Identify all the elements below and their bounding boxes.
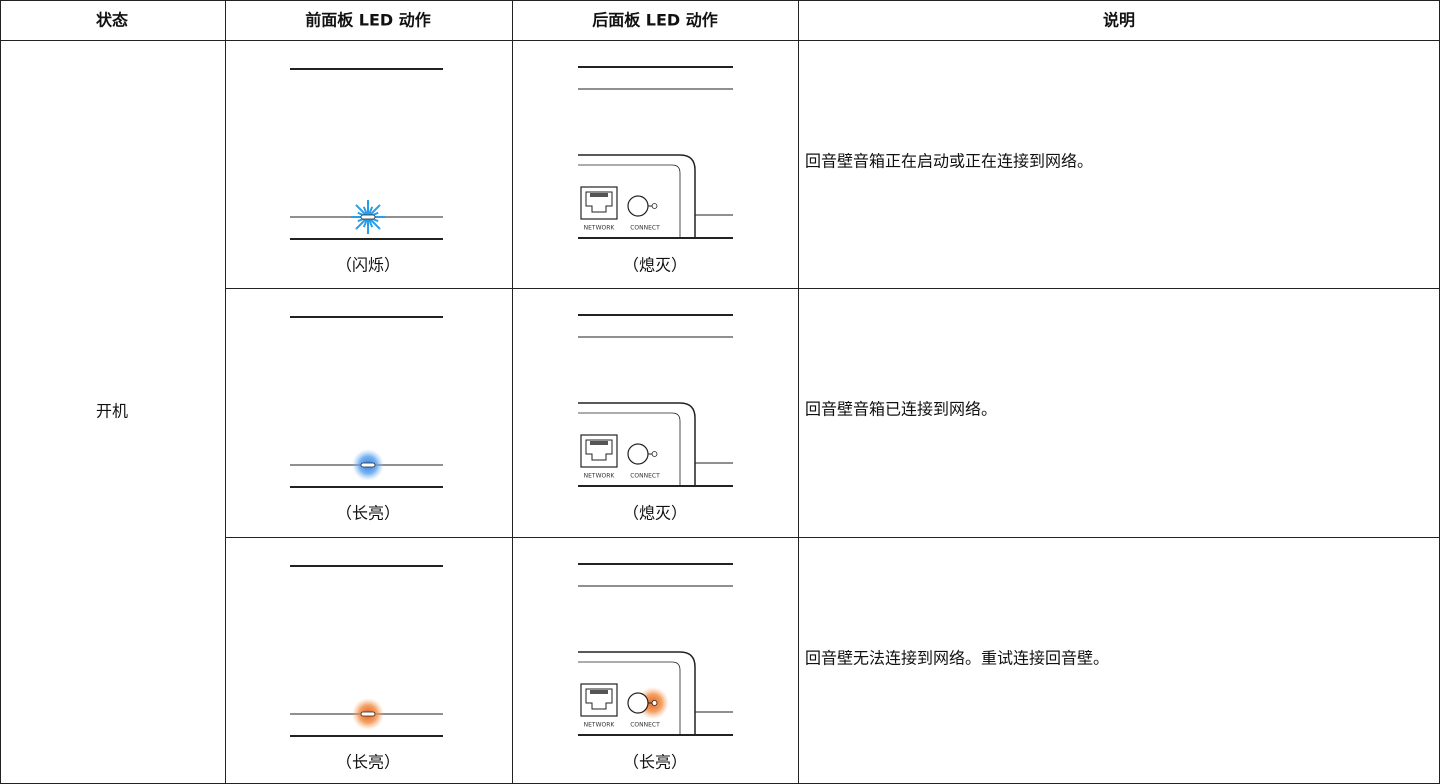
port-label: NETWORK xyxy=(584,473,616,480)
port-label: CONNECT xyxy=(630,225,660,232)
port-label: NETWORK xyxy=(584,722,616,729)
network-pins xyxy=(590,441,608,445)
device-outline xyxy=(578,164,681,238)
header-cell: 状态 xyxy=(96,11,128,30)
connect-led xyxy=(651,203,658,209)
device-outline xyxy=(578,651,696,735)
back-caption: （长亮） xyxy=(623,753,687,772)
header-cell: 前面板 LED 动作 xyxy=(305,11,431,30)
connect-led xyxy=(651,700,658,706)
front-caption: （长亮） xyxy=(336,504,400,523)
port-label: NETWORK xyxy=(584,225,616,232)
back-caption: （熄灭） xyxy=(623,504,687,523)
connect-button xyxy=(627,443,649,465)
network-pins xyxy=(590,193,608,197)
description: 回音壁无法连接到网络。重试连接回音壁。 xyxy=(805,649,1109,668)
connect-led xyxy=(651,451,658,457)
connect-button xyxy=(627,692,649,714)
header-cell: 后面板 LED 动作 xyxy=(592,11,718,30)
device-outline xyxy=(578,154,696,238)
led xyxy=(360,214,376,220)
port-label: CONNECT xyxy=(630,473,660,480)
front-caption: （闪烁） xyxy=(336,256,400,275)
connect-button xyxy=(627,195,649,217)
description: 回音壁音箱正在启动或正在连接到网络。 xyxy=(805,152,1093,171)
device-outline xyxy=(578,661,681,735)
state-cell: 开机 xyxy=(96,402,128,421)
back-caption: （熄灭） xyxy=(623,256,687,275)
network-pins xyxy=(590,690,608,694)
description: 回音壁音箱已连接到网络。 xyxy=(805,400,997,419)
led xyxy=(360,462,376,468)
led xyxy=(360,711,376,717)
port-label: CONNECT xyxy=(630,722,660,729)
device-outline xyxy=(578,412,681,486)
front-caption: （长亮） xyxy=(336,753,400,772)
header-cell: 说明 xyxy=(1103,11,1135,30)
device-outline xyxy=(578,402,696,486)
